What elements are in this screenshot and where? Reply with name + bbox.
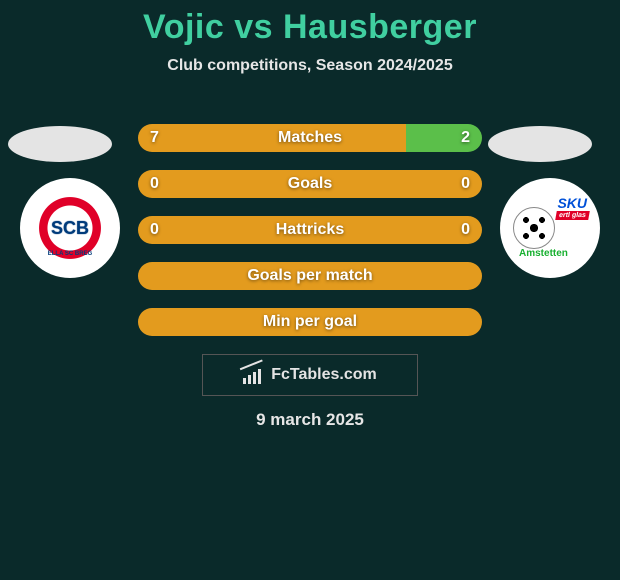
comparison-date: 9 march 2025 [0,410,620,430]
fctables-watermark: FcTables.com [202,354,418,396]
club-left-badge-inner: rivella SCB ELLA SC BREG [35,193,105,263]
bar-chart-icon [243,366,265,384]
stat-bar-goals: Goals00 [138,170,482,198]
club-right-ertl-text: ertl glas [555,211,589,220]
comparison-subtitle: Club competitions, Season 2024/2025 [0,57,620,75]
soccer-ball-icon [513,207,555,249]
club-left-sub-text: ELLA SC BREG [48,251,92,257]
stat-bar-min-per-goal: Min per goal [138,308,482,336]
stat-bar-right-segment [406,124,482,152]
stat-bar-left-segment [138,262,482,290]
club-right-badge: SKU ertl glas Amstetten [500,178,600,278]
stat-bar-hattricks: Hattricks00 [138,216,482,244]
stat-bar-left-segment [138,308,482,336]
club-left-main-text: SCB [51,218,89,239]
club-right-sku-text: SKU [557,195,587,211]
player-right-avatar-placeholder [488,126,592,162]
club-left-brand-text: rivella [57,197,83,207]
stat-bar-left-segment [138,170,482,198]
comparison-title: Vojic vs Hausberger [0,0,620,47]
club-left-badge: rivella SCB ELLA SC BREG [20,178,120,278]
stat-bar-left-segment [138,216,482,244]
comparison-bars: Matches72 Goals00 Hattricks00 Goals per mat… [138,124,482,354]
fctables-text: FcTables.com [271,366,377,384]
player-left-avatar-placeholder [8,126,112,162]
stat-bar-matches: Matches72 [138,124,482,152]
club-right-town-text: Amstetten [519,248,589,259]
stat-bar-left-segment [138,124,406,152]
club-right-badge-inner: SKU ertl glas Amstetten [511,189,589,267]
stat-bar-goals-per-match: Goals per match [138,262,482,290]
